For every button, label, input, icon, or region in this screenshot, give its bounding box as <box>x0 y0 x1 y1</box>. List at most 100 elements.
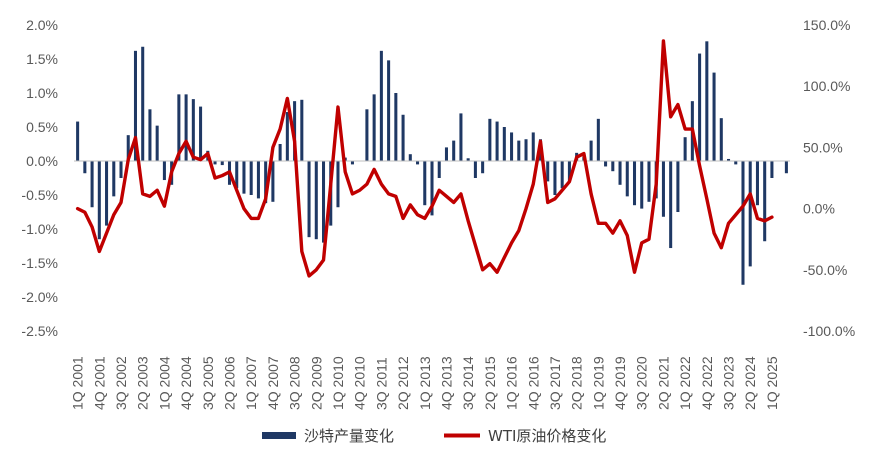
bar <box>669 161 673 249</box>
bar <box>748 161 752 267</box>
x-tick-label: 1Q 2016 <box>504 356 520 410</box>
bar <box>546 161 550 182</box>
x-tick-label: 1Q 2022 <box>677 356 693 410</box>
x-tick-label: 1Q 2010 <box>330 356 346 410</box>
bar <box>278 144 282 161</box>
bar <box>90 161 94 208</box>
x-axis-ticks: 1Q 2001 4Q 2001 3Q 2002 2Q 2003 1Q 2004 4Q 20… <box>70 356 780 410</box>
x-tick-label: 2Q 2012 <box>395 356 411 410</box>
bar <box>596 118 600 161</box>
legend: 沙特产量变化 WTI原油价格变化 <box>262 427 606 445</box>
bar <box>589 140 593 161</box>
bar <box>495 121 499 161</box>
bar <box>502 127 506 161</box>
x-tick-label: 2Q 2009 <box>308 356 324 410</box>
bar <box>770 161 774 178</box>
left-tick-label: -1.5% <box>21 255 58 271</box>
bar <box>510 132 514 161</box>
bar <box>184 94 188 161</box>
bar <box>727 158 731 161</box>
bar <box>112 161 116 197</box>
bar <box>256 161 260 199</box>
bar <box>307 161 311 238</box>
right-tick-label: 50.0% <box>803 139 843 155</box>
legend-label-wti: WTI原油价格变化 <box>488 427 606 445</box>
bar <box>553 161 557 195</box>
bar <box>97 161 101 240</box>
x-tick-label: 3Q 2020 <box>634 356 650 410</box>
bar <box>640 161 644 209</box>
x-tick-label: 3Q 2005 <box>200 356 216 410</box>
bar <box>734 161 738 165</box>
bar <box>437 161 441 178</box>
left-tick-label: 0.0% <box>26 153 58 169</box>
bar <box>76 121 80 161</box>
bar <box>379 50 383 162</box>
x-tick-label: 4Q 2022 <box>699 356 715 410</box>
bar <box>683 137 687 161</box>
x-tick-label: 3Q 2008 <box>287 356 303 410</box>
bar <box>632 161 637 206</box>
bar <box>416 161 420 165</box>
bar <box>199 106 203 161</box>
bar <box>676 161 680 212</box>
left-tick-label: -0.5% <box>21 187 58 203</box>
x-tick-label: 4Q 2013 <box>438 356 454 410</box>
bar <box>191 99 195 161</box>
x-tick-label: 2Q 2006 <box>221 356 237 410</box>
bar <box>452 140 456 161</box>
line-series-wti <box>75 39 774 278</box>
left-axis-ticks: 2.0% 1.5% 1.0% 0.5% 0.0% -0.5% -1.0% -1.5% -2.0%… <box>21 17 58 339</box>
x-tick-label: 2Q 2024 <box>742 356 758 410</box>
bar <box>242 161 246 194</box>
bar <box>661 161 665 217</box>
left-tick-label: 0.5% <box>26 119 58 135</box>
bar <box>430 161 434 216</box>
bar <box>141 46 145 162</box>
right-axis-ticks: 150.0% 100.0% 50.0% 0.0% -50.0% -100.0% <box>803 17 855 339</box>
bar <box>336 161 340 208</box>
bar <box>488 118 492 161</box>
bar <box>177 94 181 161</box>
x-tick-label: 4Q 2007 <box>265 356 281 410</box>
bar <box>560 161 564 189</box>
left-tick-label: 2.0% <box>26 17 58 33</box>
bar <box>698 53 702 162</box>
bar <box>408 154 412 161</box>
bar <box>271 161 275 202</box>
x-tick-label: 3Q 2011 <box>373 357 389 410</box>
bar <box>531 132 535 161</box>
left-tick-label: -1.0% <box>21 221 58 237</box>
x-tick-label: 3Q 2014 <box>460 356 476 410</box>
right-tick-label: 0.0% <box>803 201 835 217</box>
bar <box>604 161 608 167</box>
bar <box>105 161 109 226</box>
bar-series-saudi-production <box>76 41 788 285</box>
bar <box>517 140 521 161</box>
bar <box>264 161 268 204</box>
x-tick-label: 1Q 2001 <box>70 356 86 410</box>
bar <box>423 161 427 206</box>
x-tick-label: 3Q 2023 <box>721 356 737 410</box>
bar <box>350 161 354 165</box>
bar <box>763 161 767 242</box>
x-tick-label: 4Q 2019 <box>612 356 628 410</box>
legend-swatch-saudi-production <box>262 432 296 439</box>
x-tick-label: 3Q 2017 <box>547 356 563 410</box>
bar <box>625 161 629 197</box>
bar <box>387 60 391 161</box>
x-tick-label: 2Q 2015 <box>482 356 498 410</box>
bar <box>285 112 289 161</box>
bar <box>444 147 448 161</box>
bar <box>119 161 123 178</box>
bar <box>401 114 405 161</box>
left-tick-label: 1.0% <box>26 85 58 101</box>
bar <box>611 161 615 172</box>
x-tick-label: 4Q 2016 <box>525 356 541 410</box>
left-tick-label: -2.0% <box>21 289 58 305</box>
bar <box>148 109 152 161</box>
bar <box>647 161 651 202</box>
bar <box>741 161 745 285</box>
bar <box>372 94 376 161</box>
